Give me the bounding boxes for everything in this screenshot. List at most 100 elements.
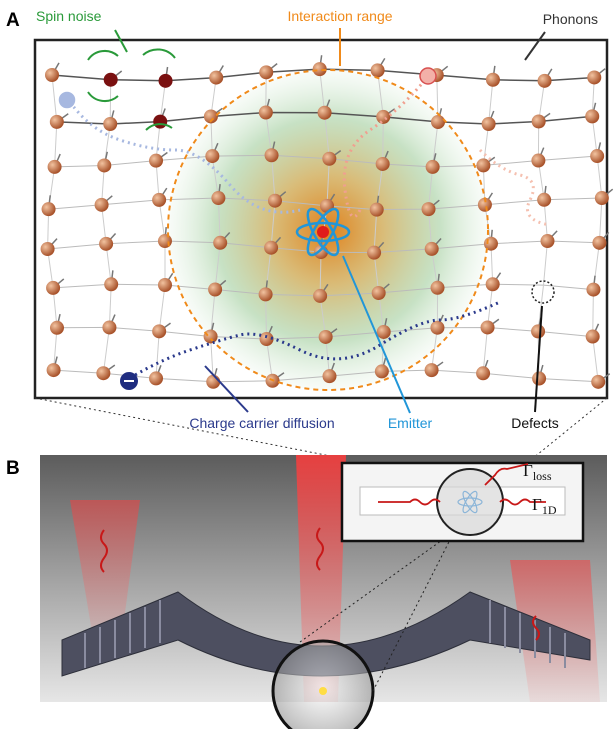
defect [531, 280, 555, 304]
atom [485, 277, 500, 292]
atom [369, 202, 384, 217]
atom [103, 116, 118, 131]
light-beam [70, 500, 140, 650]
atom [208, 282, 223, 297]
atom [47, 159, 62, 174]
zoom-line [299, 532, 453, 643]
atom [480, 320, 495, 335]
atom [322, 151, 337, 166]
label-phonons: Phonons [543, 11, 598, 27]
atom [103, 72, 118, 87]
atom [97, 158, 112, 173]
light-beam [296, 455, 346, 702]
atom [430, 280, 445, 295]
atom [205, 149, 220, 164]
atom [317, 105, 332, 120]
atom [153, 114, 168, 129]
atom [322, 369, 337, 384]
atom [430, 320, 445, 335]
zoom-line [372, 529, 456, 692]
atom [531, 153, 546, 168]
atom [45, 68, 59, 82]
hole [57, 90, 77, 110]
atom [96, 366, 111, 381]
pointer [204, 365, 249, 413]
atom [594, 191, 609, 206]
atom [258, 105, 273, 120]
atom [49, 320, 64, 335]
atom [152, 192, 167, 207]
atom [376, 324, 391, 339]
atom [531, 114, 546, 129]
hole-path [68, 101, 301, 214]
atom [46, 363, 61, 378]
pointer [114, 29, 128, 53]
emitter-atom [295, 207, 351, 257]
atom [424, 241, 439, 256]
atom [531, 324, 546, 339]
interaction-range-circle [167, 69, 489, 391]
emitter-spot [319, 687, 327, 695]
atom [264, 240, 279, 255]
gamma-symbol: Γ [532, 495, 542, 514]
atom [213, 235, 228, 250]
atom [158, 73, 173, 88]
electron-path [129, 300, 501, 380]
atom [41, 202, 56, 217]
inset-photons [378, 463, 546, 506]
gamma-subscript: loss [533, 469, 552, 483]
atom [367, 245, 382, 260]
panel-letter: B [6, 458, 20, 479]
atom [49, 114, 64, 129]
atom [585, 109, 600, 124]
inset-magnifier [436, 468, 504, 536]
atom [591, 374, 606, 389]
pointer [524, 31, 546, 61]
hole-path [478, 148, 551, 227]
atom [376, 109, 391, 124]
atom [312, 62, 327, 77]
atom [149, 371, 164, 386]
label-defects: Defects [511, 415, 558, 431]
grating [84, 600, 566, 668]
spin-noise-arrows [87, 48, 176, 131]
atom [206, 374, 221, 389]
hole [419, 67, 437, 85]
atom [258, 287, 273, 302]
atom [313, 288, 328, 303]
atom [537, 73, 552, 88]
atom [267, 193, 282, 208]
atom [585, 329, 600, 344]
atom [374, 364, 389, 379]
label-charge-carrier-diffusion: Charge carrier diffusion [189, 415, 334, 431]
atom [485, 72, 500, 87]
atom [370, 63, 385, 78]
atom [586, 282, 601, 297]
atom [203, 109, 218, 124]
photon [100, 527, 540, 641]
atom [46, 280, 61, 295]
inset-emitter [457, 490, 483, 514]
gamma-1d: Γ1D [532, 495, 557, 517]
label-spin-noise: Spin noise [36, 8, 102, 24]
magnifier [271, 639, 375, 729]
label-emitter: Emitter [388, 415, 433, 431]
atom [371, 286, 386, 301]
atom [104, 277, 119, 292]
gamma-subscript: 1D [542, 503, 557, 517]
atom [259, 331, 274, 346]
atom [99, 236, 114, 251]
atom [375, 156, 390, 171]
atom [157, 234, 172, 249]
pointer [534, 305, 543, 413]
gamma-symbol: Γ [523, 461, 533, 480]
atom [149, 153, 164, 168]
atom [40, 242, 55, 257]
atom [209, 70, 224, 85]
atom [424, 363, 439, 378]
atom [431, 114, 446, 129]
atom [102, 320, 117, 335]
atom [476, 158, 491, 173]
atom [157, 278, 172, 293]
atom [259, 65, 274, 80]
